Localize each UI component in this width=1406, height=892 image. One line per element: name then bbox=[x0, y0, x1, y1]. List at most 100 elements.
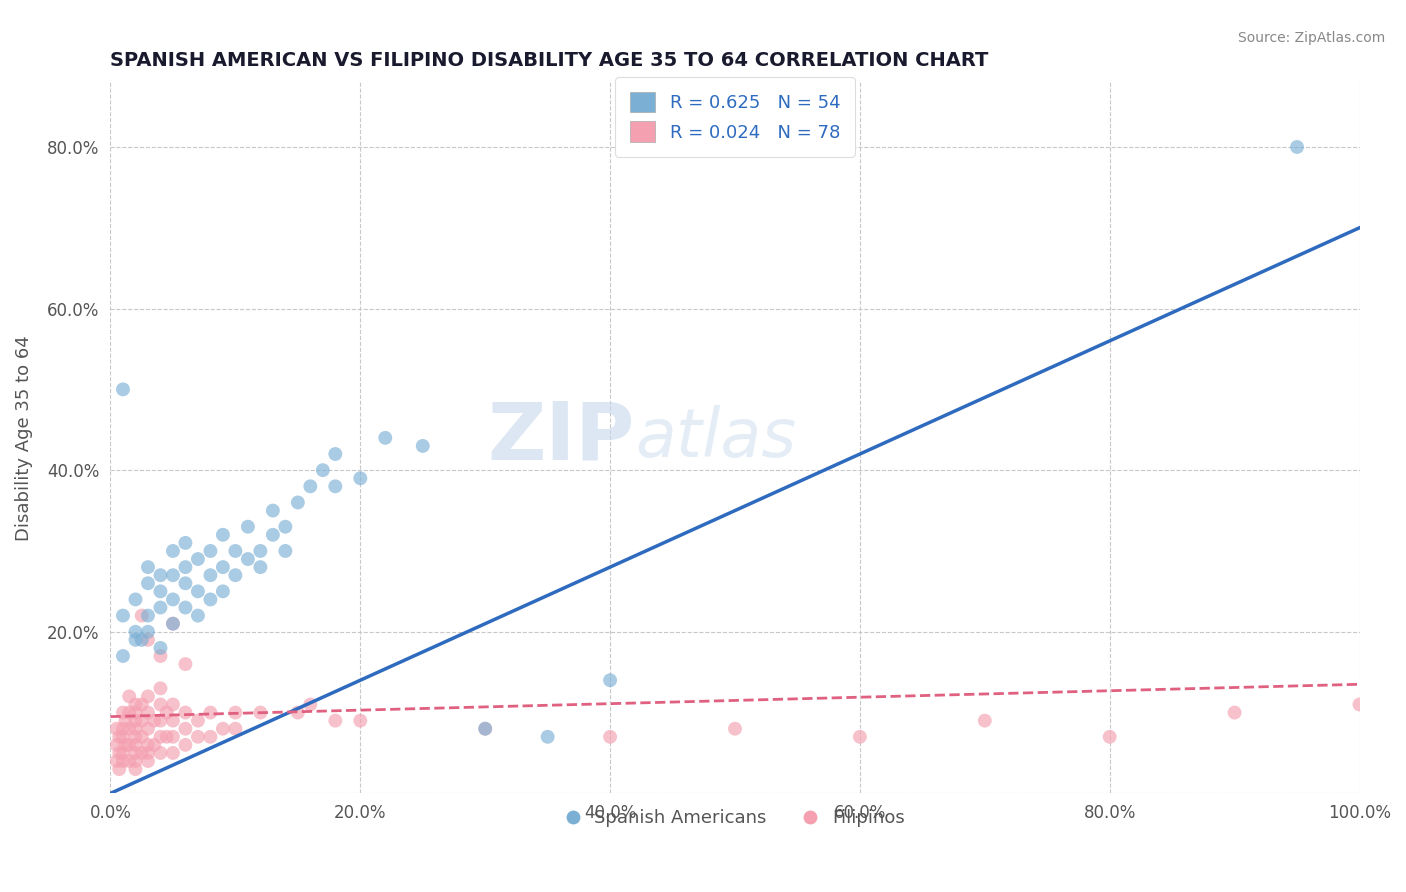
Point bbox=[131, 714, 153, 728]
Point bbox=[149, 746, 172, 760]
Point bbox=[136, 746, 159, 760]
Point bbox=[118, 722, 141, 736]
Point bbox=[174, 738, 197, 752]
Point bbox=[724, 722, 747, 736]
Point bbox=[200, 568, 222, 582]
Point bbox=[149, 730, 172, 744]
Point bbox=[149, 681, 172, 696]
Point bbox=[105, 754, 128, 768]
Point bbox=[224, 544, 246, 558]
Point bbox=[274, 519, 297, 533]
Point bbox=[323, 479, 346, 493]
Point bbox=[287, 495, 309, 509]
Point bbox=[124, 706, 146, 720]
Text: atlas: atlas bbox=[636, 405, 796, 471]
Text: Source: ZipAtlas.com: Source: ZipAtlas.com bbox=[1237, 31, 1385, 45]
Point bbox=[249, 544, 271, 558]
Point bbox=[149, 600, 172, 615]
Point bbox=[136, 608, 159, 623]
Point bbox=[108, 746, 131, 760]
Point bbox=[162, 714, 184, 728]
Point bbox=[118, 706, 141, 720]
Point bbox=[174, 657, 197, 671]
Point bbox=[249, 706, 271, 720]
Point bbox=[111, 722, 134, 736]
Point bbox=[131, 608, 153, 623]
Point bbox=[212, 584, 235, 599]
Text: SPANISH AMERICAN VS FILIPINO DISABILITY AGE 35 TO 64 CORRELATION CHART: SPANISH AMERICAN VS FILIPINO DISABILITY … bbox=[111, 51, 988, 70]
Point bbox=[162, 544, 184, 558]
Point bbox=[187, 608, 209, 623]
Point bbox=[111, 706, 134, 720]
Y-axis label: Disability Age 35 to 64: Disability Age 35 to 64 bbox=[15, 335, 32, 541]
Point bbox=[200, 730, 222, 744]
Point bbox=[118, 754, 141, 768]
Point bbox=[156, 730, 179, 744]
Point bbox=[124, 762, 146, 776]
Point bbox=[187, 552, 209, 566]
Point bbox=[149, 640, 172, 655]
Point bbox=[111, 648, 134, 663]
Point bbox=[118, 690, 141, 704]
Point bbox=[149, 648, 172, 663]
Point bbox=[174, 706, 197, 720]
Point bbox=[136, 738, 159, 752]
Point bbox=[131, 730, 153, 744]
Point bbox=[124, 738, 146, 752]
Point bbox=[124, 714, 146, 728]
Point bbox=[136, 706, 159, 720]
Point bbox=[187, 714, 209, 728]
Point bbox=[111, 754, 134, 768]
Point bbox=[136, 722, 159, 736]
Point bbox=[162, 592, 184, 607]
Point bbox=[131, 746, 153, 760]
Point bbox=[262, 528, 284, 542]
Point bbox=[187, 730, 209, 744]
Point bbox=[224, 722, 246, 736]
Point bbox=[136, 632, 159, 647]
Point bbox=[124, 722, 146, 736]
Point bbox=[1348, 698, 1371, 712]
Point bbox=[108, 730, 131, 744]
Point bbox=[111, 746, 134, 760]
Point bbox=[236, 519, 259, 533]
Point bbox=[1286, 140, 1309, 154]
Point bbox=[136, 624, 159, 639]
Point bbox=[274, 544, 297, 558]
Point bbox=[111, 383, 134, 397]
Point bbox=[162, 730, 184, 744]
Point bbox=[224, 706, 246, 720]
Point bbox=[136, 560, 159, 574]
Point bbox=[299, 479, 322, 493]
Point bbox=[374, 431, 396, 445]
Point bbox=[124, 730, 146, 744]
Point bbox=[162, 568, 184, 582]
Point bbox=[249, 560, 271, 574]
Point bbox=[111, 608, 134, 623]
Point bbox=[136, 576, 159, 591]
Point bbox=[162, 746, 184, 760]
Point bbox=[299, 698, 322, 712]
Point bbox=[212, 528, 235, 542]
Point bbox=[187, 584, 209, 599]
Point bbox=[1223, 706, 1246, 720]
Point bbox=[105, 722, 128, 736]
Point bbox=[474, 722, 496, 736]
Point bbox=[114, 714, 136, 728]
Point bbox=[131, 698, 153, 712]
Point bbox=[212, 722, 235, 736]
Point bbox=[174, 560, 197, 574]
Point bbox=[849, 730, 872, 744]
Point bbox=[149, 584, 172, 599]
Point bbox=[143, 738, 166, 752]
Point bbox=[412, 439, 434, 453]
Point bbox=[474, 722, 496, 736]
Point bbox=[287, 706, 309, 720]
Legend: Spanish Americans, Filipinos: Spanish Americans, Filipinos bbox=[558, 802, 911, 834]
Point bbox=[174, 576, 197, 591]
Point bbox=[124, 746, 146, 760]
Point bbox=[224, 568, 246, 582]
Point bbox=[108, 762, 131, 776]
Point bbox=[124, 592, 146, 607]
Point bbox=[174, 600, 197, 615]
